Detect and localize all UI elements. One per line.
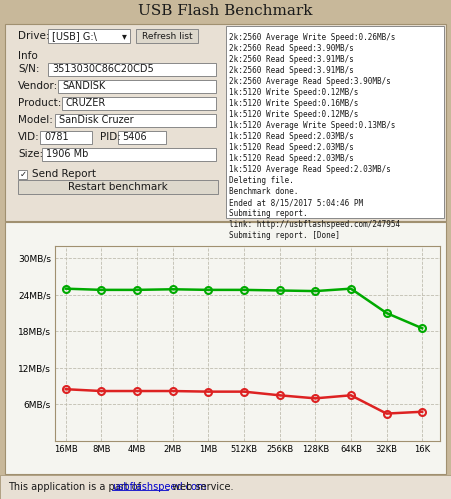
Text: Info: Info (18, 51, 38, 61)
Text: 1k:5120 Read Speed:2.03MB/s: 1k:5120 Read Speed:2.03MB/s (229, 154, 354, 163)
Text: Size:: Size: (18, 149, 43, 159)
Text: 2k:2560 Read Speed:3.91MB/s: 2k:2560 Read Speed:3.91MB/s (229, 55, 354, 64)
Text: Send Report: Send Report (32, 169, 96, 179)
Text: 1k:5120 Write Speed:0.16MB/s: 1k:5120 Write Speed:0.16MB/s (229, 99, 359, 108)
Text: ▾: ▾ (122, 31, 126, 41)
FancyBboxPatch shape (40, 131, 92, 144)
Text: 1k:5120 Read Speed:2.03MB/s: 1k:5120 Read Speed:2.03MB/s (229, 143, 354, 152)
Text: link: http://usbflashspeed.com/247954: link: http://usbflashspeed.com/247954 (229, 220, 400, 229)
Text: Restart benchmark: Restart benchmark (68, 182, 168, 192)
Text: 1k:5120 Write Speed:0.12MB/s: 1k:5120 Write Speed:0.12MB/s (229, 110, 359, 119)
FancyBboxPatch shape (18, 170, 27, 179)
FancyBboxPatch shape (62, 97, 216, 110)
Text: web service.: web service. (169, 482, 234, 492)
FancyBboxPatch shape (48, 63, 216, 76)
Text: 1906 Mb: 1906 Mb (46, 149, 88, 159)
Text: 2k:2560 Read Speed:3.91MB/s: 2k:2560 Read Speed:3.91MB/s (229, 66, 354, 75)
Text: Product:: Product: (18, 98, 61, 108)
Text: USB Flash Benchmark: USB Flash Benchmark (138, 4, 313, 18)
FancyBboxPatch shape (136, 29, 198, 43)
Text: Benchmark done.: Benchmark done. (229, 187, 299, 196)
Text: Submiting report.: Submiting report. (229, 209, 308, 218)
Text: Drive:: Drive: (18, 31, 50, 41)
Text: 1k:5120 Read Speed:2.03MB/s: 1k:5120 Read Speed:2.03MB/s (229, 132, 354, 141)
Text: 0781: 0781 (44, 132, 69, 142)
Text: 1k:5120 Average Read Speed:2.03MB/s: 1k:5120 Average Read Speed:2.03MB/s (229, 165, 391, 174)
Text: Submiting report. [Done]: Submiting report. [Done] (229, 231, 340, 240)
Text: 3513030C86C20CD5: 3513030C86C20CD5 (52, 64, 154, 74)
Text: 1k:5120 Write Speed:0.12MB/s: 1k:5120 Write Speed:0.12MB/s (229, 88, 359, 97)
Text: SANDISK: SANDISK (62, 81, 105, 91)
FancyBboxPatch shape (55, 114, 216, 127)
Text: This application is a part of: This application is a part of (8, 482, 144, 492)
Text: Ended at 8/15/2017 5:04:46 PM: Ended at 8/15/2017 5:04:46 PM (229, 198, 363, 207)
Text: 5406: 5406 (122, 132, 147, 142)
Text: PID:: PID: (100, 132, 121, 142)
Text: SanDisk Cruzer: SanDisk Cruzer (59, 115, 133, 125)
FancyBboxPatch shape (18, 180, 218, 194)
FancyBboxPatch shape (48, 29, 130, 43)
Text: 2k:2560 Average Write Speed:0.26MB/s: 2k:2560 Average Write Speed:0.26MB/s (229, 33, 396, 42)
Text: VID:: VID: (18, 132, 40, 142)
FancyBboxPatch shape (226, 26, 444, 218)
Text: Model:: Model: (18, 115, 53, 125)
Text: 2k:2560 Read Speed:3.90MB/s: 2k:2560 Read Speed:3.90MB/s (229, 44, 354, 53)
Text: usbflashspeed.com: usbflashspeed.com (112, 482, 207, 492)
FancyBboxPatch shape (5, 24, 446, 221)
FancyBboxPatch shape (5, 222, 446, 474)
Text: Deleting file.: Deleting file. (229, 176, 294, 185)
Text: Refresh list: Refresh list (142, 31, 192, 40)
FancyBboxPatch shape (58, 80, 216, 93)
FancyBboxPatch shape (0, 475, 451, 499)
FancyBboxPatch shape (42, 148, 216, 161)
FancyBboxPatch shape (118, 131, 166, 144)
Text: [USB] G:\: [USB] G:\ (52, 31, 97, 41)
Text: Vendor:: Vendor: (18, 81, 58, 91)
Text: 2k:2560 Average Read Speed:3.90MB/s: 2k:2560 Average Read Speed:3.90MB/s (229, 77, 391, 86)
Text: ✓: ✓ (20, 170, 27, 179)
Text: S/N:: S/N: (18, 64, 40, 74)
Text: 1k:5120 Average Write Speed:0.13MB/s: 1k:5120 Average Write Speed:0.13MB/s (229, 121, 396, 130)
Text: CRUZER: CRUZER (66, 98, 106, 108)
